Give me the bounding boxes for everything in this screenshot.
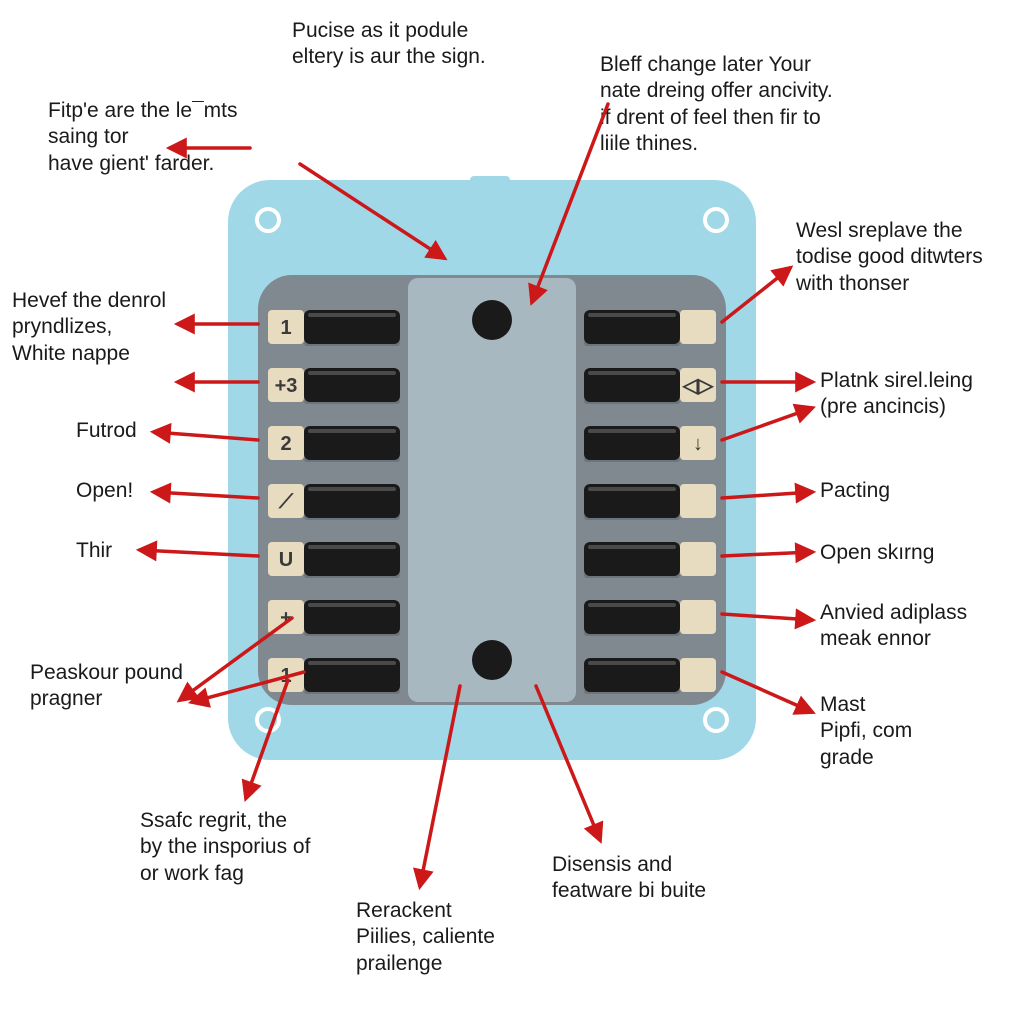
label-top_left: Fitp'e are the le¯mts saing tor have gie…	[48, 98, 278, 177]
label-left_2: Futrod	[76, 418, 196, 444]
label-right_5: Anvied adiplass meak ennor	[820, 600, 1020, 653]
svg-text:U: U	[279, 549, 293, 571]
svg-text:1: 1	[280, 317, 291, 339]
label-top_center: Pucise as it podule eltery is aur the si…	[292, 18, 552, 71]
label-top_right: Bleff change later Your nate dreing offe…	[600, 52, 920, 157]
svg-text:↓: ↓	[693, 433, 703, 455]
svg-text:◁▷: ◁▷	[682, 375, 715, 397]
label-left_3: Open!	[76, 478, 196, 504]
svg-text:⟋: ⟋	[278, 491, 294, 513]
label-bottom_mid: Rerackent Piilies, caliente prailenge	[356, 898, 576, 977]
svg-text:+3: +3	[275, 375, 298, 397]
label-right_2: Platnk sirel.leing (pre ancincis)	[820, 368, 1020, 421]
label-left_5: Peaskour pound pragner	[30, 660, 250, 713]
diagram-canvas: 1 +3 ◁▷ 2 ↓ ⟋ U +1 Pucise as it podule eltery i…	[0, 0, 1024, 1024]
svg-text:1: 1	[280, 665, 291, 687]
label-bottom_right: Disensis and featware bi buite	[552, 852, 772, 905]
label-right_6: Mast Pipfi, com grade	[820, 692, 1000, 771]
label-right_3: Pacting	[820, 478, 1000, 504]
label-right_4: Open skırng	[820, 540, 1020, 566]
label-bottom_left: Ssafc regrit, the by the insporius of or…	[140, 808, 380, 887]
svg-text:+: +	[280, 607, 292, 629]
label-right_1: Wesl sreplave the todise good ditwters w…	[796, 218, 1016, 297]
svg-text:2: 2	[280, 433, 291, 455]
label-left_4: Thir	[76, 538, 196, 564]
label-left_1: Hevef the denrol pryndlizes, White nappe	[12, 288, 232, 367]
